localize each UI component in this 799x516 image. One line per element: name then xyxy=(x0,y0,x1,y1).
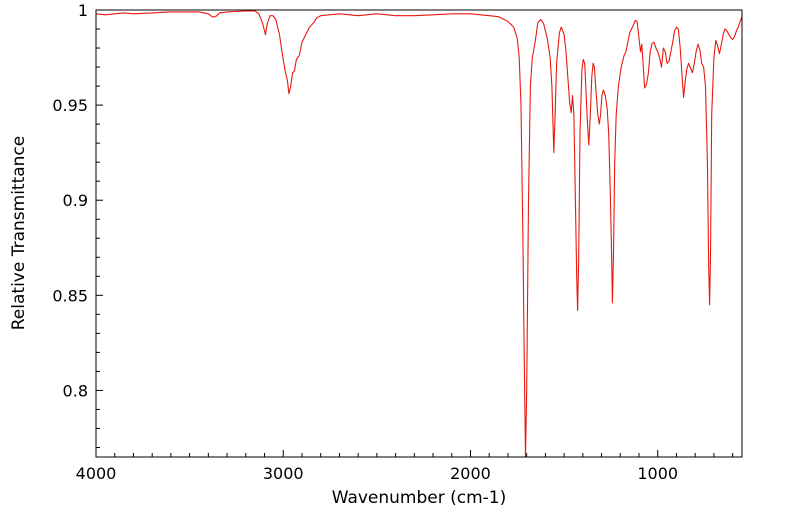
y-tick-label: 0.8 xyxy=(63,381,88,400)
x-tick-label: 3000 xyxy=(263,464,304,483)
y-tick-label: 1 xyxy=(78,1,88,20)
y-axis-ticks: 0.8 0.85 0.9 0.95 1 xyxy=(52,1,103,400)
plot-area xyxy=(96,10,742,457)
plot-frame xyxy=(95,9,743,458)
y-tick-label: 0.9 xyxy=(63,191,88,210)
x-tick-label: 1000 xyxy=(637,464,678,483)
y-tick-label: 0.95 xyxy=(52,96,88,115)
y-tick-label: 0.85 xyxy=(52,286,88,305)
x-axis-label: Wavenumber (cm-1) xyxy=(332,488,507,508)
minor-ticks xyxy=(96,28,734,457)
y-axis-label: Relative Transmittance xyxy=(9,136,29,331)
x-tick-label: 4000 xyxy=(76,464,117,483)
x-axis-ticks: 4000 3000 2000 1000 xyxy=(76,450,678,483)
x-tick-label: 2000 xyxy=(450,464,491,483)
spectrum-line xyxy=(95,10,743,458)
